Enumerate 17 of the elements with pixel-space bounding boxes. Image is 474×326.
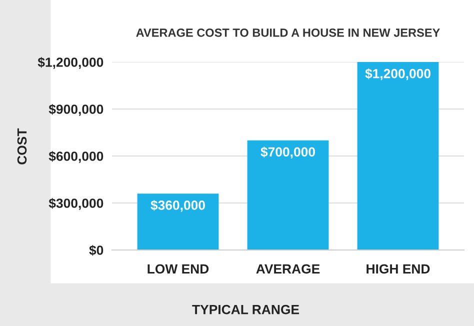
data-label: $360,000 [150,200,205,212]
bar [357,62,439,250]
y-tick-label: $900,000 [48,104,104,116]
x-tick-label: HIGH END [366,264,430,274]
data-label: $1,200,000 [365,68,430,80]
chart-title: AVERAGE COST TO BUILD A HOUSE IN NEW JERSEY [136,28,440,37]
x-tick-label: LOW END [148,264,209,274]
y-tick-label: $300,000 [48,198,104,210]
bar [137,194,219,250]
x-tick-label: AVERAGE [256,264,320,274]
x-axis-title: TYPICAL RANGE [192,304,300,314]
data-label: $700,000 [260,146,315,159]
y-axis-title: COST [17,128,27,164]
y-tick-label: $1,200,000 [38,56,104,69]
y-tick-label: $600,000 [48,150,104,163]
bar [247,140,329,250]
y-tick-label: $0 [89,244,104,256]
